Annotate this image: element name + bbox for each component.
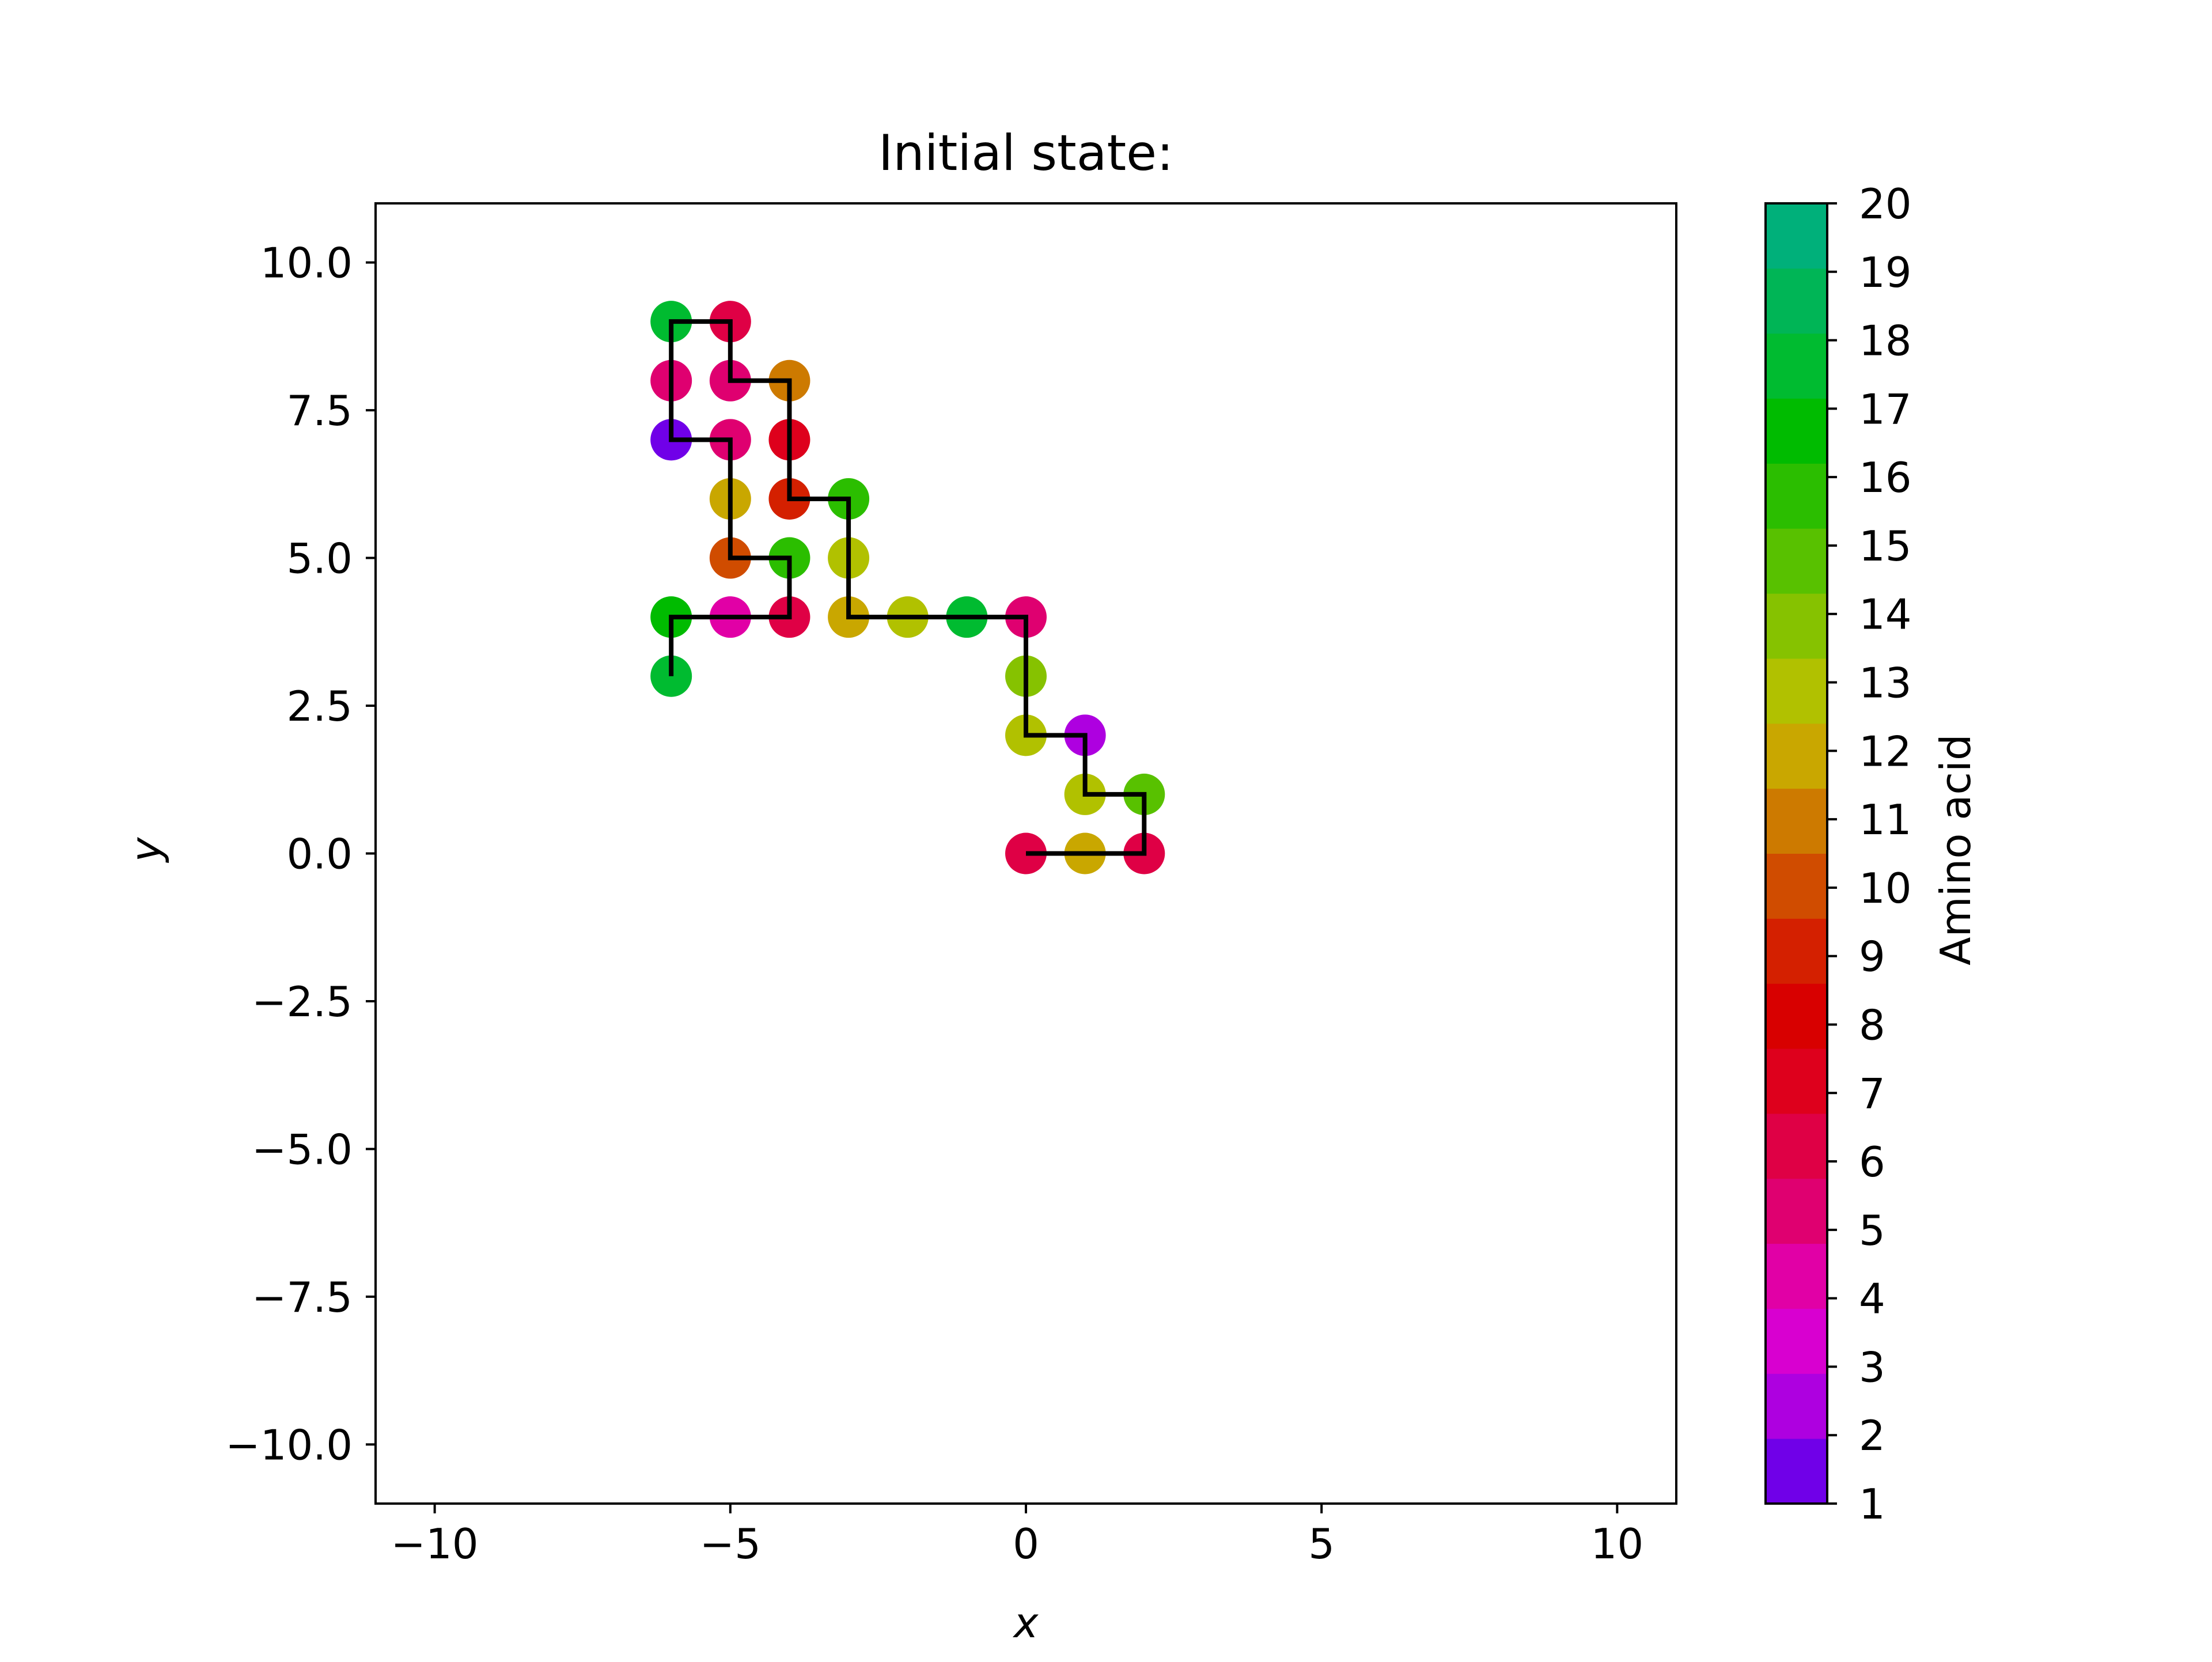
x-tick-label: 0 <box>1013 1520 1039 1568</box>
colorbar-tick-label: 5 <box>1859 1206 1885 1255</box>
y-tick-label: −7.5 <box>252 1273 353 1322</box>
colorbar-tick-label: 7 <box>1859 1069 1885 1118</box>
y-tick-label: 2.5 <box>286 682 353 730</box>
y-axis-label: y <box>122 836 170 863</box>
colorbar-tick-label: 15 <box>1859 522 1912 570</box>
colorbar-tick-label: 20 <box>1859 180 1912 228</box>
colorbar-band <box>1766 398 1827 464</box>
colorbar-tick-label: 11 <box>1859 796 1912 844</box>
colorbar-band <box>1766 1048 1827 1114</box>
colorbar-band <box>1766 268 1827 334</box>
chart-title: Initial state: <box>878 124 1173 182</box>
colorbar-band <box>1766 528 1827 594</box>
colorbar-band <box>1766 1243 1827 1309</box>
y-tick-label: 5.0 <box>286 535 353 583</box>
x-tick-label: 10 <box>1591 1520 1644 1568</box>
colorbar-tick-label: 9 <box>1859 933 1885 981</box>
x-tick-label: 5 <box>1308 1520 1335 1568</box>
y-tick-label: −10.0 <box>225 1421 353 1469</box>
y-tick-label: 0.0 <box>286 830 353 879</box>
y-tick-label: 7.5 <box>286 387 353 435</box>
colorbar-band <box>1766 1373 1827 1439</box>
colorbar-tick-label: 4 <box>1859 1275 1885 1323</box>
colorbar-band <box>1766 918 1827 984</box>
colorbar-tick-label: 19 <box>1859 248 1912 297</box>
colorbar-tick-label: 14 <box>1859 590 1912 639</box>
colorbar-band <box>1766 1178 1827 1244</box>
y-tick-label: −5.0 <box>252 1125 353 1173</box>
colorbar-tick-label: 16 <box>1859 453 1912 502</box>
chain-path <box>669 319 1147 856</box>
colorbar-tick-label: 10 <box>1859 864 1912 913</box>
plot-layer: −10 −5 0 5 10 10.0 7.5 5.0 2.5 0.0 −2.5 −5.0 −7.5 −10… <box>225 202 1677 1568</box>
colorbar-band <box>1766 983 1827 1049</box>
y-tick-label: −2.5 <box>252 978 353 1026</box>
colorbar-tick-label: 13 <box>1859 659 1912 707</box>
colorbar-band <box>1766 1113 1827 1179</box>
colorbar-tick-label: 12 <box>1859 727 1912 775</box>
colorbar-band <box>1766 658 1827 724</box>
x-axis-label: x <box>1013 1599 1039 1647</box>
colorbar-band <box>1766 463 1827 529</box>
colorbar-band <box>1766 1308 1827 1374</box>
colorbar-tick-label: 6 <box>1859 1138 1885 1186</box>
colorbar-tick-label: 3 <box>1859 1343 1885 1391</box>
colorbar-label: Amino acid <box>1931 734 1980 965</box>
colorbar-tick-label: 2 <box>1859 1411 1885 1460</box>
colorbar-tick-label: 17 <box>1859 385 1912 433</box>
colorbar-tick-label: 8 <box>1859 1001 1885 1049</box>
x-tick-label: −10 <box>391 1520 479 1568</box>
colorbar-band <box>1766 593 1827 659</box>
x-tick-label: −5 <box>700 1520 761 1568</box>
colorbar-band <box>1766 853 1827 919</box>
y-tick-label: 10.0 <box>260 239 353 287</box>
colorbar-band <box>1766 723 1827 789</box>
colorbar-band <box>1766 203 1827 269</box>
colorbar-band <box>1766 1438 1827 1504</box>
colorbar-band <box>1766 333 1827 399</box>
colorbar-band <box>1766 788 1827 854</box>
colorbar-tick-label: 18 <box>1859 317 1912 365</box>
colorbar-frame <box>1764 202 1828 1505</box>
colorbar-tick-label: 1 <box>1859 1480 1885 1528</box>
